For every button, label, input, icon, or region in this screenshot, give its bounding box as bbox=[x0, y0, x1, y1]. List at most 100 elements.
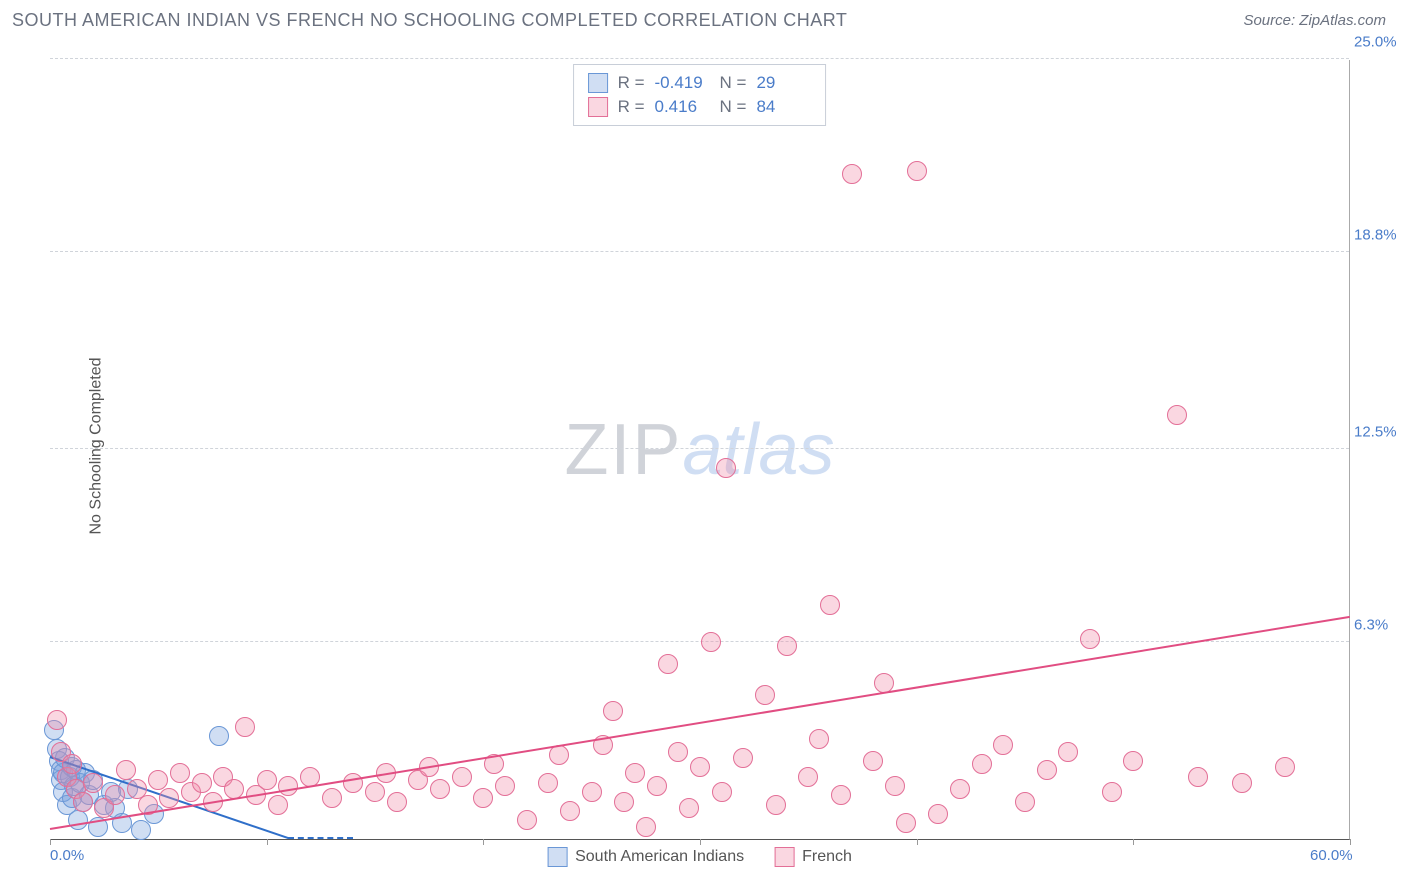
x-tick bbox=[1350, 839, 1351, 845]
n-value: 84 bbox=[756, 97, 811, 117]
data-point bbox=[907, 161, 927, 181]
legend-label: South American Indians bbox=[575, 848, 744, 866]
data-point bbox=[1275, 757, 1295, 777]
data-point bbox=[668, 742, 688, 762]
data-point bbox=[777, 636, 797, 656]
data-point bbox=[636, 817, 656, 837]
gridline bbox=[50, 58, 1349, 59]
r-value: -0.419 bbox=[655, 73, 710, 93]
data-point bbox=[170, 763, 190, 783]
legend-swatch bbox=[588, 97, 608, 117]
data-point bbox=[1123, 751, 1143, 771]
gridline bbox=[50, 641, 1349, 642]
data-point bbox=[235, 717, 255, 737]
legend-item: South American Indians bbox=[547, 847, 744, 867]
data-point bbox=[863, 751, 883, 771]
data-point bbox=[842, 164, 862, 184]
data-point bbox=[1080, 629, 1100, 649]
legend-label: French bbox=[802, 848, 852, 866]
data-point bbox=[809, 729, 829, 749]
data-point bbox=[582, 782, 602, 802]
data-point bbox=[430, 779, 450, 799]
data-point bbox=[614, 792, 634, 812]
data-point bbox=[716, 458, 736, 478]
data-point bbox=[679, 798, 699, 818]
chart-title: SOUTH AMERICAN INDIAN VS FRENCH NO SCHOO… bbox=[12, 10, 847, 31]
gridline bbox=[50, 448, 1349, 449]
source-attribution: Source: ZipAtlas.com bbox=[1243, 12, 1386, 29]
data-point bbox=[116, 760, 136, 780]
n-value: 29 bbox=[756, 73, 811, 93]
stats-row: R = -0.419 N = 29 bbox=[588, 71, 812, 95]
data-point bbox=[701, 632, 721, 652]
data-point bbox=[928, 804, 948, 824]
data-point bbox=[495, 776, 515, 796]
legend-swatch bbox=[588, 73, 608, 93]
data-point bbox=[1167, 405, 1187, 425]
x-tick-label: 0.0% bbox=[50, 847, 84, 864]
data-point bbox=[209, 726, 229, 746]
data-point bbox=[690, 757, 710, 777]
data-point bbox=[257, 770, 277, 790]
data-point bbox=[365, 782, 385, 802]
data-point bbox=[1232, 773, 1252, 793]
data-point bbox=[278, 776, 298, 796]
data-point bbox=[1188, 767, 1208, 787]
data-point bbox=[950, 779, 970, 799]
data-point bbox=[473, 788, 493, 808]
stats-row: R =0.416N =84 bbox=[588, 95, 812, 119]
data-point bbox=[755, 685, 775, 705]
data-point bbox=[885, 776, 905, 796]
data-point bbox=[560, 801, 580, 821]
data-point bbox=[322, 788, 342, 808]
data-point bbox=[972, 754, 992, 774]
data-point bbox=[733, 748, 753, 768]
legend-swatch bbox=[774, 847, 794, 867]
data-point bbox=[105, 785, 125, 805]
data-point bbox=[712, 782, 732, 802]
data-point bbox=[993, 735, 1013, 755]
data-point bbox=[452, 767, 472, 787]
data-point bbox=[68, 810, 88, 830]
data-point bbox=[62, 754, 82, 774]
x-tick bbox=[483, 839, 484, 845]
data-point bbox=[1015, 792, 1035, 812]
x-tick bbox=[700, 839, 701, 845]
y-tick-label: 18.8% bbox=[1354, 227, 1406, 244]
r-value: 0.416 bbox=[655, 97, 710, 117]
y-tick-label: 25.0% bbox=[1354, 34, 1406, 51]
data-point bbox=[831, 785, 851, 805]
data-point bbox=[1037, 760, 1057, 780]
x-tick bbox=[917, 839, 918, 845]
watermark: ZIPatlas bbox=[564, 409, 834, 491]
r-label: R = bbox=[618, 73, 645, 93]
legend-swatch bbox=[547, 847, 567, 867]
data-point bbox=[896, 813, 916, 833]
data-point bbox=[148, 770, 168, 790]
data-point bbox=[192, 773, 212, 793]
chart-legend: South American Indians French bbox=[547, 847, 852, 867]
legend-item: French bbox=[774, 847, 852, 867]
data-point bbox=[625, 763, 645, 783]
gridline bbox=[50, 251, 1349, 252]
n-label: N = bbox=[720, 73, 747, 93]
data-point bbox=[83, 773, 103, 793]
y-tick-label: 6.3% bbox=[1354, 617, 1406, 634]
scatter-chart: ZIPatlas R =-0.419N =29R =0.416N =84 Sou… bbox=[50, 60, 1350, 840]
data-point bbox=[658, 654, 678, 674]
data-point bbox=[517, 810, 537, 830]
x-tick bbox=[1133, 839, 1134, 845]
n-label: N = bbox=[720, 97, 747, 117]
data-point bbox=[73, 792, 93, 812]
data-point bbox=[798, 767, 818, 787]
trendline-dashed bbox=[288, 837, 353, 839]
data-point bbox=[1058, 742, 1078, 762]
data-point bbox=[47, 710, 67, 730]
data-point bbox=[387, 792, 407, 812]
correlation-stats-box: R = -0.419 N = 29R = 0.416 N = 84 bbox=[573, 64, 827, 126]
x-tick-label: 60.0% bbox=[1310, 847, 1353, 864]
data-point bbox=[268, 795, 288, 815]
data-point bbox=[647, 776, 667, 796]
data-point bbox=[603, 701, 623, 721]
y-tick-label: 12.5% bbox=[1354, 424, 1406, 441]
